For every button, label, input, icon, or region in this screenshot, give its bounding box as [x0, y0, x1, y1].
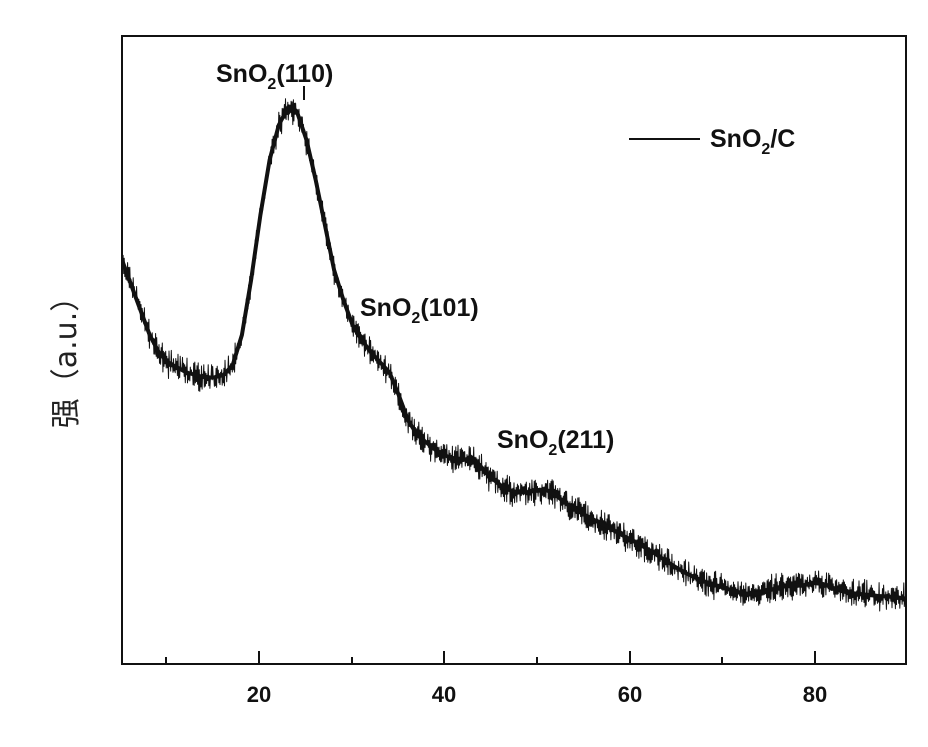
legend-label-sno2c: SnO2/C: [710, 125, 795, 158]
annotation-211-sub: 2: [548, 442, 557, 459]
annotation-sno2-211: SnO2(211): [497, 426, 614, 459]
series-noise-band: [122, 99, 906, 611]
annotation-211-main: SnO: [497, 426, 548, 454]
legend: SnO2/C: [629, 125, 795, 158]
y-axis-label-group: 强（a.u.）: [49, 282, 84, 428]
legend-label-main: SnO: [710, 125, 761, 153]
legend-label-tail: /C: [770, 125, 795, 153]
annotation-110-tail: (110): [276, 60, 333, 88]
x-tick-labels: 20 40 60 80: [247, 682, 827, 707]
legend-label-sub: 2: [761, 141, 770, 158]
peak-annotations: SnO2(110) SnO2(101) SnO2(211): [216, 60, 614, 459]
series-line-sno2c: [122, 108, 906, 599]
x-tick-label-60: 60: [618, 682, 642, 707]
annotation-sno2-101: SnO2(101): [360, 294, 479, 327]
annotation-101-tail: (101): [420, 294, 478, 322]
y-axis-label: 强（a.u.）: [49, 282, 84, 428]
annotation-101-sub: 2: [411, 310, 420, 327]
series-sno2c: [122, 99, 906, 611]
annotation-101-main: SnO: [360, 294, 411, 322]
x-tick-label-20: 20: [247, 682, 271, 707]
x-axis-ticks: [166, 651, 815, 664]
annotation-110-sub: 2: [267, 76, 276, 93]
annotation-110-main: SnO: [216, 60, 267, 88]
annotation-211-tail: (211): [557, 426, 614, 454]
x-tick-label-40: 40: [432, 682, 456, 707]
annotation-sno2-110: SnO2(110): [216, 60, 333, 93]
x-tick-label-80: 80: [803, 682, 827, 707]
